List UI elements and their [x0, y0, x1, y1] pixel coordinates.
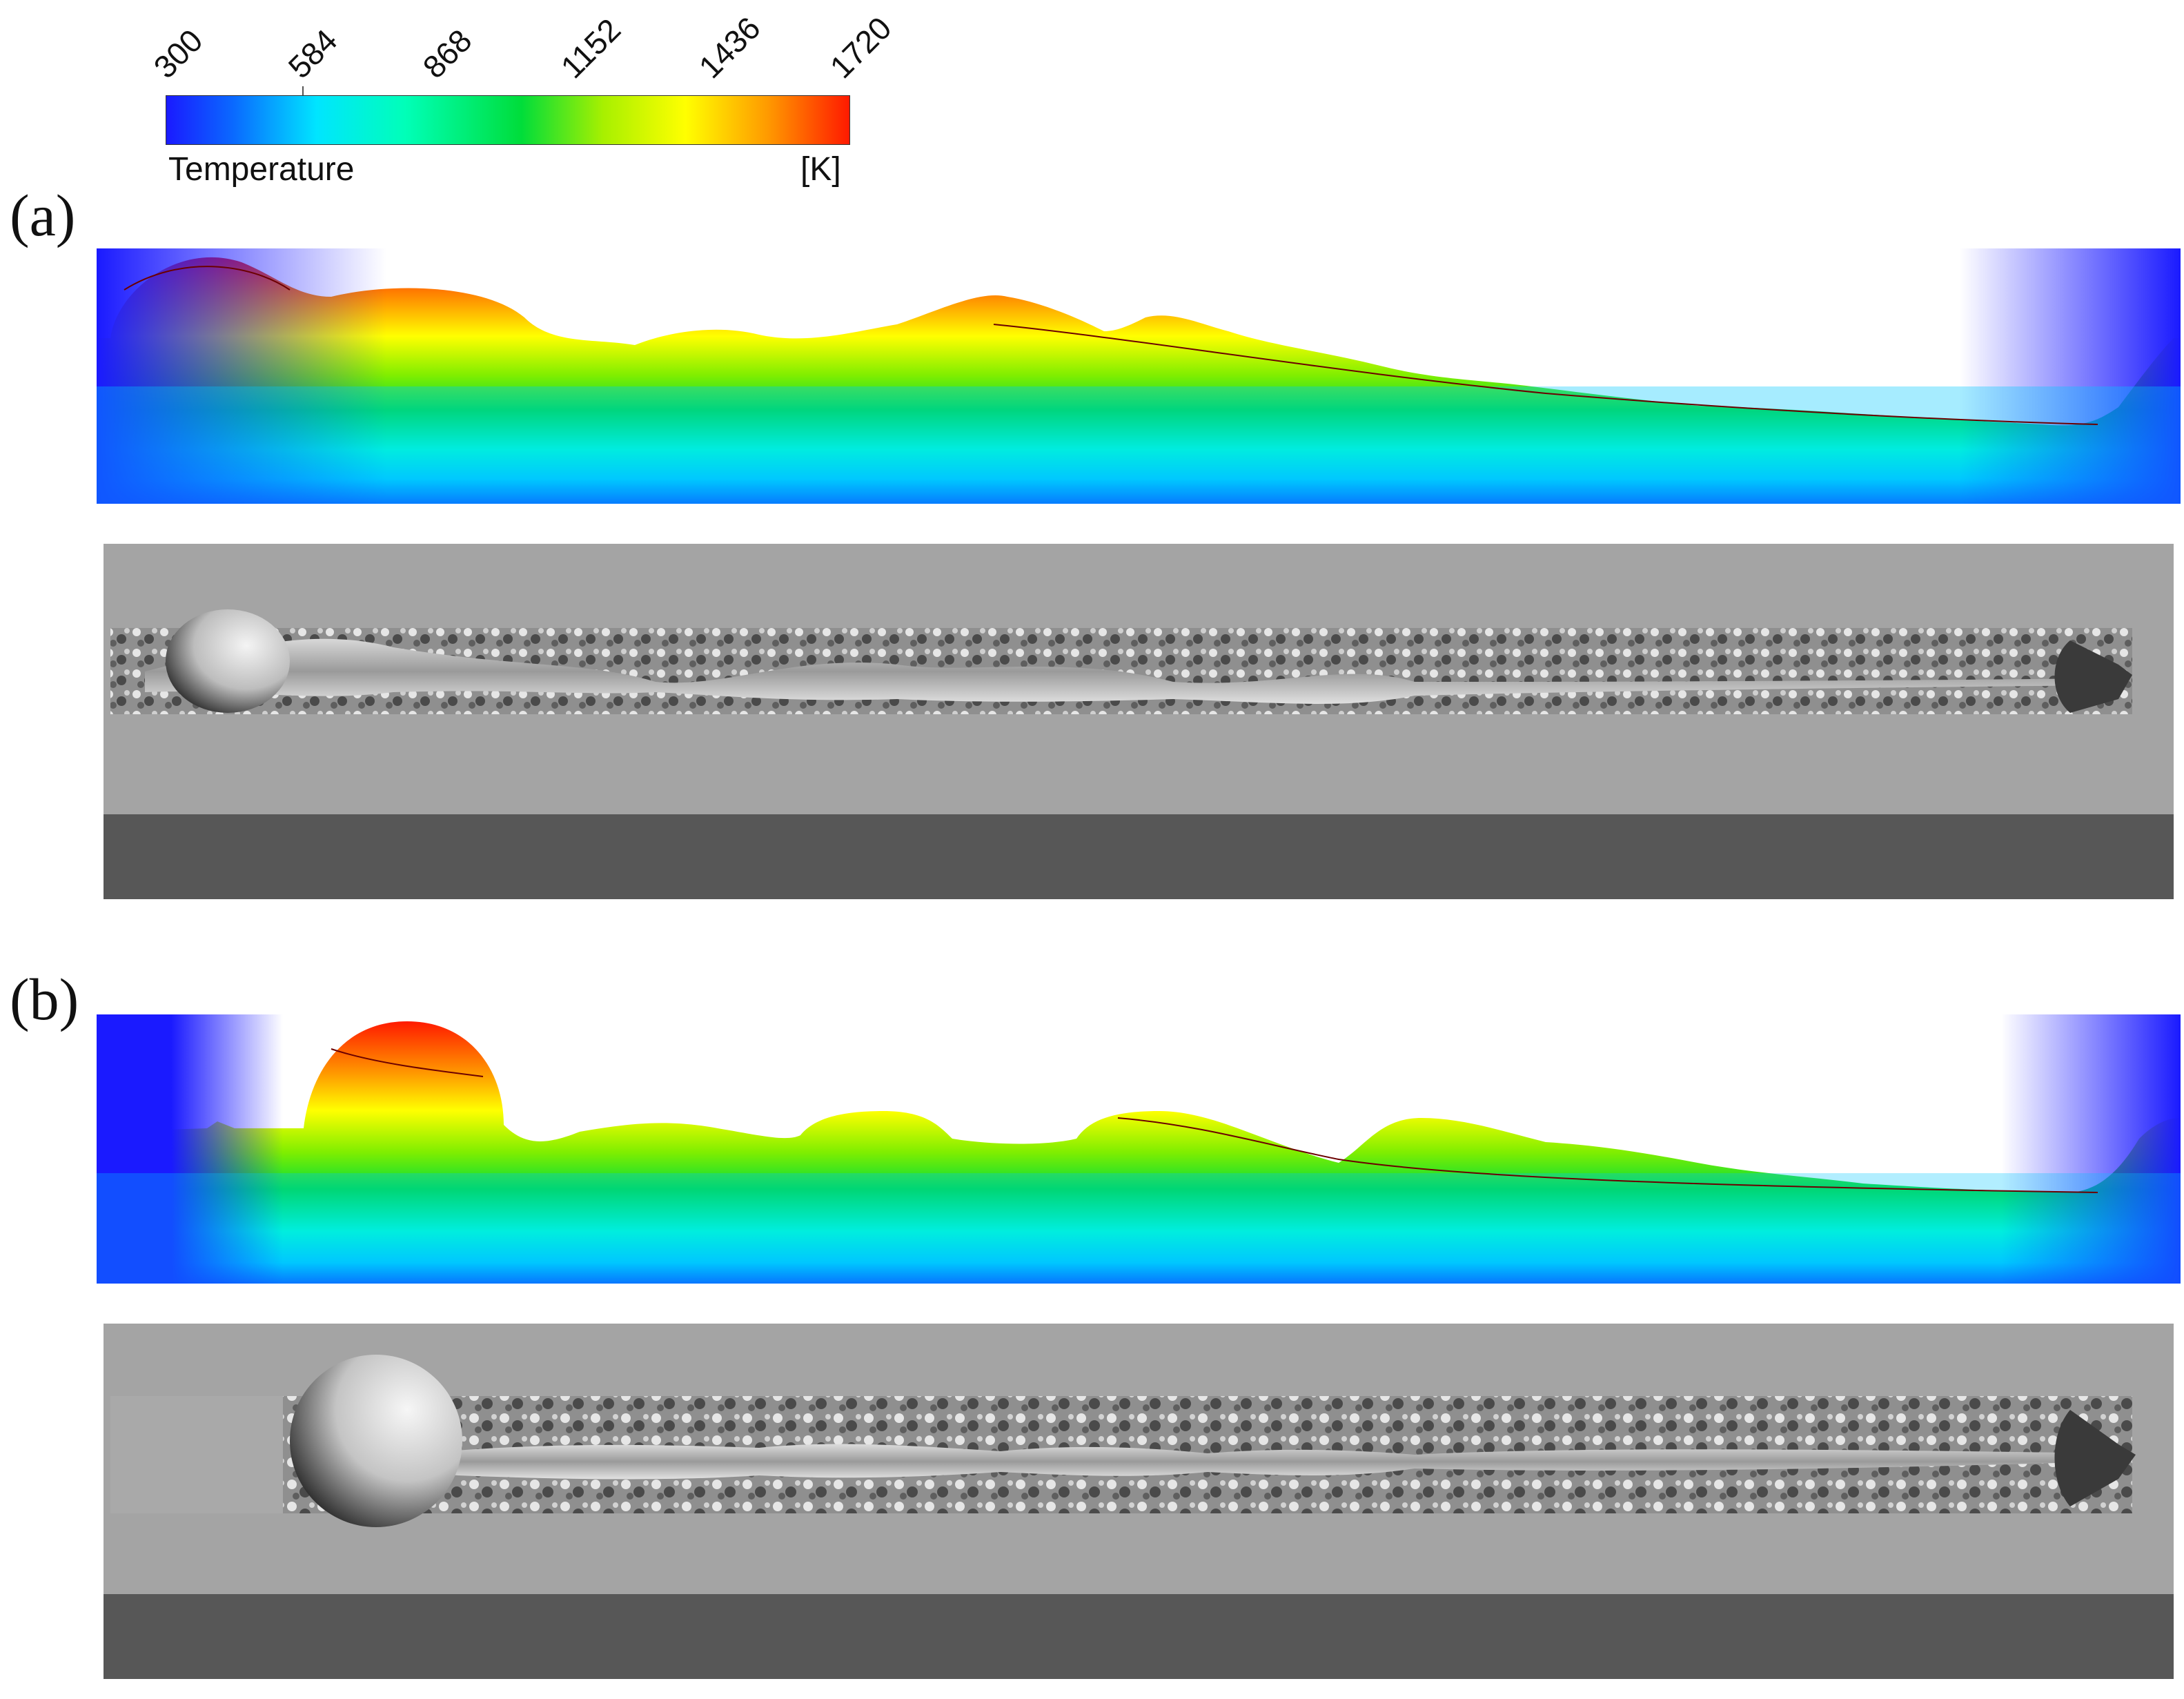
panel-a-surface-view — [104, 544, 2174, 899]
colorbar-unit-label: [K] — [800, 151, 841, 188]
colorbar-tick-1436: 1436 — [691, 10, 767, 86]
panel-a-label: (a) — [10, 182, 76, 248]
panel-b-label: (b) — [10, 966, 79, 1032]
panel-b-surface-view — [104, 1324, 2174, 1679]
colorbar-quantity-label: Temperature — [168, 151, 355, 188]
panel-b-temperature-field — [97, 1014, 2181, 1284]
colorbar-tick-868: 868 — [415, 22, 479, 86]
colorbar-tick-1720: 1720 — [823, 10, 898, 86]
colorbar-tick-mark — [302, 86, 304, 96]
temperature-legend: 300 584 868 1152 1436 1720 Temperature [… — [0, 0, 966, 200]
colorbar-tick-1152: 1152 — [553, 11, 628, 86]
colorbar-gradient — [166, 95, 850, 145]
colorbar-tick-300: 300 — [146, 22, 210, 86]
panel-a-temperature-field — [97, 248, 2181, 504]
colorbar-tick-584: 584 — [281, 22, 344, 86]
